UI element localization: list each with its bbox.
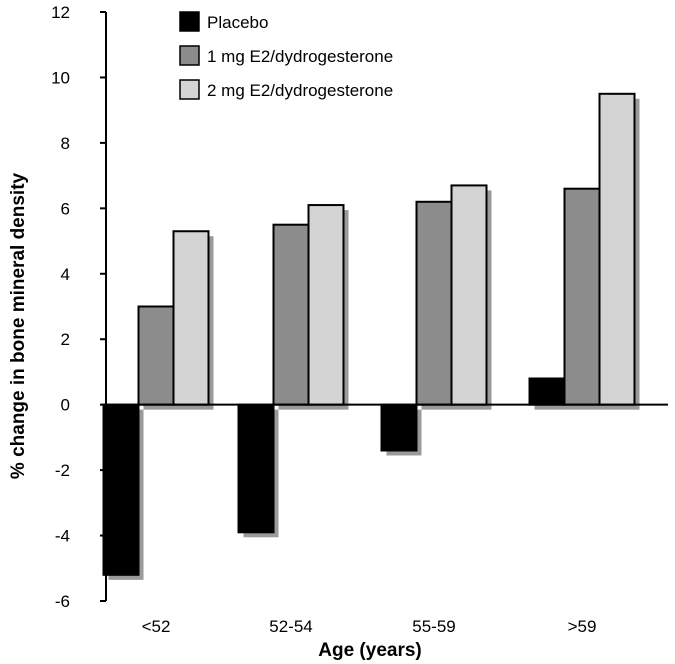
x-category-label: 55-59 [412, 617, 455, 636]
x-category-label: 52-54 [269, 617, 312, 636]
legend-item: 2 mg E2/dydrogesterone [179, 79, 393, 100]
bar-2-mg-e2-dydrogesterone-2 [450, 184, 488, 406]
legend-item: 1 mg E2/dydrogesterone [179, 45, 393, 66]
bar-2-mg-e2-dydrogesterone-0 [172, 230, 210, 406]
y-tick-label: 2 [61, 330, 70, 349]
legend-swatch [179, 79, 200, 100]
legend-label: 2 mg E2/dydrogesterone [207, 81, 393, 100]
legend-swatch [179, 45, 200, 66]
y-tick-label: -6 [55, 592, 70, 611]
bar-1-mg-e2-dydrogesterone-1 [272, 223, 310, 406]
x-category-label: <52 [142, 617, 171, 636]
y-tick-label: 12 [51, 3, 70, 22]
y-tick-label: 4 [61, 265, 70, 284]
y-tick-label: 6 [61, 199, 70, 218]
bar-1-mg-e2-dydrogesterone-2 [415, 200, 453, 406]
bar-placebo-0 [102, 403, 140, 576]
bar-placebo-1 [237, 403, 275, 534]
y-tick-label: 0 [61, 396, 70, 415]
legend: Placebo 1 mg E2/dydrogesterone 2 mg E2/dyd… [179, 11, 393, 100]
axes-layer: -6 -4 -2 0 2 4 6 8 10 12 <52 52-54 55-59 >59 [51, 3, 668, 636]
bar-2-mg-e2-dydrogesterone-3 [598, 92, 636, 406]
bars-layer [102, 92, 640, 580]
legend-item: Placebo [179, 11, 268, 32]
y-axis-title: % change in bone mineral density [8, 172, 29, 479]
bar-1-mg-e2-dydrogesterone-3 [563, 187, 601, 406]
bar-1-mg-e2-dydrogesterone-0 [137, 305, 175, 406]
bar-2-mg-e2-dydrogesterone-1 [307, 204, 345, 406]
x-category-label: >59 [568, 617, 597, 636]
x-axis-title: Age (years) [318, 640, 422, 661]
y-tick-label: 10 [51, 68, 70, 87]
legend-label: 1 mg E2/dydrogesterone [207, 47, 393, 66]
legend-label: Placebo [207, 13, 268, 32]
legend-swatch [179, 11, 200, 32]
y-tick-label: 8 [61, 134, 70, 153]
y-tick-label: -4 [55, 527, 70, 546]
bar-placebo-2 [380, 403, 418, 452]
bar-placebo-3 [528, 377, 566, 406]
y-tick-label: -2 [55, 461, 70, 480]
